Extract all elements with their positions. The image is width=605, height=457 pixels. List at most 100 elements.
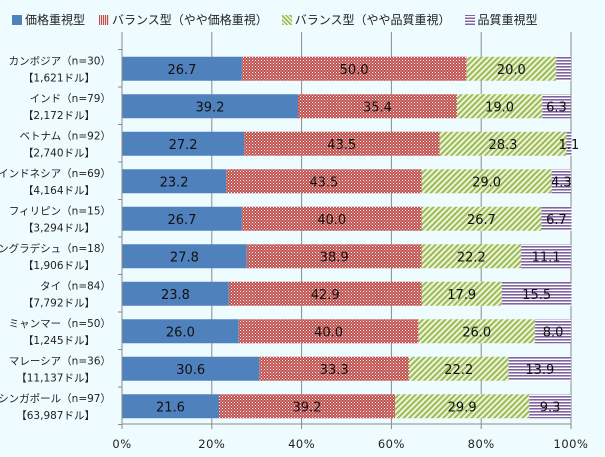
data-label: 15.5 bbox=[522, 288, 551, 303]
x-tick-label: 80% bbox=[468, 437, 495, 451]
category-label: フィリピン（n=15） bbox=[9, 206, 111, 218]
legend-label: バランス型（やや品質重視） bbox=[294, 13, 451, 27]
legend-label: 品質重視型 bbox=[477, 13, 538, 27]
data-label: 22.2 bbox=[457, 250, 486, 265]
bar-segment-1-8 bbox=[259, 356, 409, 381]
data-label: 11.1 bbox=[532, 250, 561, 265]
legend: 価格重視型 バランス型（やや価格重視） バランス型（やや品質重視） 品質重視型 bbox=[12, 11, 538, 28]
data-label: 6.3 bbox=[546, 100, 567, 115]
category-sublabel: 【4,164ドル】 bbox=[23, 185, 95, 197]
data-label: 17.9 bbox=[447, 288, 476, 303]
category-sublabel: 【11,137ドル】 bbox=[16, 373, 95, 385]
data-label: 43.5 bbox=[309, 175, 338, 190]
bar-segment-0-7 bbox=[122, 319, 239, 344]
data-label: 19.0 bbox=[485, 100, 514, 115]
legend-item-0: 価格重視型 bbox=[12, 11, 85, 28]
category-sublabel: 【7,792ドル】 bbox=[23, 298, 95, 310]
bar-segment-3-2 bbox=[566, 131, 572, 156]
bar-segment-0-3 bbox=[122, 169, 227, 194]
data-label: 43.5 bbox=[327, 138, 356, 153]
bar-segment-2-8 bbox=[408, 356, 509, 381]
bar-segment-1-4 bbox=[241, 206, 422, 231]
bar-segment-3-7 bbox=[535, 319, 571, 344]
legend-swatch-horizontal bbox=[464, 14, 475, 25]
data-label: 20.0 bbox=[497, 63, 526, 78]
data-label: 26.0 bbox=[462, 325, 491, 340]
bar-segment-3-4 bbox=[541, 206, 572, 231]
bar-segment-2-1 bbox=[456, 94, 543, 119]
category-sublabel: 【3,294ドル】 bbox=[23, 223, 95, 235]
data-label: 39.2 bbox=[196, 100, 225, 115]
category-sublabel: 【1,906ドル】 bbox=[23, 260, 95, 272]
data-label: 27.8 bbox=[170, 250, 199, 265]
category-sublabel: 【2,740ドル】 bbox=[23, 148, 95, 160]
bar-segment-0-2 bbox=[122, 131, 245, 156]
legend-item-1: バランス型（やや価格重視） bbox=[99, 11, 268, 28]
bar-segment-3-0 bbox=[556, 56, 571, 81]
data-label: 13.9 bbox=[525, 363, 554, 378]
data-label: 40.0 bbox=[317, 213, 346, 228]
legend-swatch-dots bbox=[99, 14, 110, 25]
data-label: 33.3 bbox=[320, 363, 349, 378]
x-tick-label: 20% bbox=[198, 437, 225, 451]
bar-segment-2-2 bbox=[439, 131, 567, 156]
data-label: 8.0 bbox=[543, 325, 564, 340]
data-label: 27.2 bbox=[169, 138, 198, 153]
bar-segment-2-9 bbox=[394, 394, 530, 419]
data-label: 38.9 bbox=[320, 250, 349, 265]
data-label: 9.3 bbox=[540, 400, 561, 415]
bar-segment-3-3 bbox=[551, 169, 571, 194]
category-label: カンボジア（n=30） bbox=[9, 56, 111, 68]
bar-segment-2-7 bbox=[418, 319, 536, 344]
legend-swatch-solid bbox=[12, 14, 22, 25]
data-label: 26.0 bbox=[166, 325, 195, 340]
data-label: 6.7 bbox=[546, 213, 567, 228]
bar-segment-0-5 bbox=[122, 244, 247, 269]
data-label: 29.9 bbox=[448, 400, 477, 415]
bar-segment-1-6 bbox=[228, 281, 422, 306]
data-label: 22.2 bbox=[444, 363, 473, 378]
bar-segment-1-9 bbox=[218, 394, 395, 419]
bar-segment-2-0 bbox=[466, 56, 557, 81]
bar-segment-2-5 bbox=[421, 244, 522, 269]
data-label: 28.3 bbox=[488, 138, 517, 153]
data-label: 40.0 bbox=[314, 325, 343, 340]
bar-segment-1-5 bbox=[246, 244, 422, 269]
bar-segment-3-1 bbox=[542, 94, 571, 119]
bar-segment-2-3 bbox=[421, 169, 552, 194]
data-label: 30.6 bbox=[176, 363, 205, 378]
category-label: マレーシア（n=36） bbox=[9, 356, 111, 368]
data-label: 4.3 bbox=[551, 175, 572, 190]
legend-label: 価格重視型 bbox=[25, 13, 86, 27]
category-sublabel: 【1,245ドル】 bbox=[23, 335, 95, 347]
category-label: ミャンマー（n=50） bbox=[9, 318, 111, 330]
data-label: 29.0 bbox=[472, 175, 501, 190]
bar-segment-3-6 bbox=[501, 281, 572, 306]
category-label: バングラデシュ（n=18） bbox=[0, 242, 111, 255]
category-label: タイ（n=84） bbox=[40, 281, 111, 293]
bar-segment-1-0 bbox=[241, 56, 467, 81]
bar-segment-0-8 bbox=[122, 356, 260, 381]
category-label: ベトナム（n=92） bbox=[20, 131, 112, 143]
category-label: シンガポール（n=97） bbox=[0, 393, 111, 405]
bar-segment-2-6 bbox=[421, 281, 502, 306]
category-sublabel: 【2,172ドル】 bbox=[23, 110, 95, 122]
bar-segment-1-7 bbox=[238, 319, 419, 344]
category-label: インド（n=79） bbox=[30, 93, 111, 105]
bar-segment-3-5 bbox=[521, 244, 571, 269]
category-sublabel: 【63,987ドル】 bbox=[16, 410, 95, 422]
bar-segment-1-3 bbox=[226, 169, 422, 194]
data-label: 1.1 bbox=[559, 138, 580, 153]
data-label: 26.7 bbox=[467, 213, 496, 228]
data-label: 26.7 bbox=[167, 213, 196, 228]
bar-segment-2-4 bbox=[421, 206, 542, 231]
bar-segment-0-0 bbox=[122, 56, 242, 81]
data-label: 42.9 bbox=[311, 288, 340, 303]
bar-segment-0-9 bbox=[122, 394, 219, 419]
legend-label: バランス型（やや価格重視） bbox=[112, 13, 268, 27]
bar-segment-1-2 bbox=[244, 131, 440, 156]
bar-segment-1-1 bbox=[298, 94, 457, 119]
data-label: 35.4 bbox=[363, 100, 392, 115]
x-tick-label: 60% bbox=[378, 437, 405, 451]
